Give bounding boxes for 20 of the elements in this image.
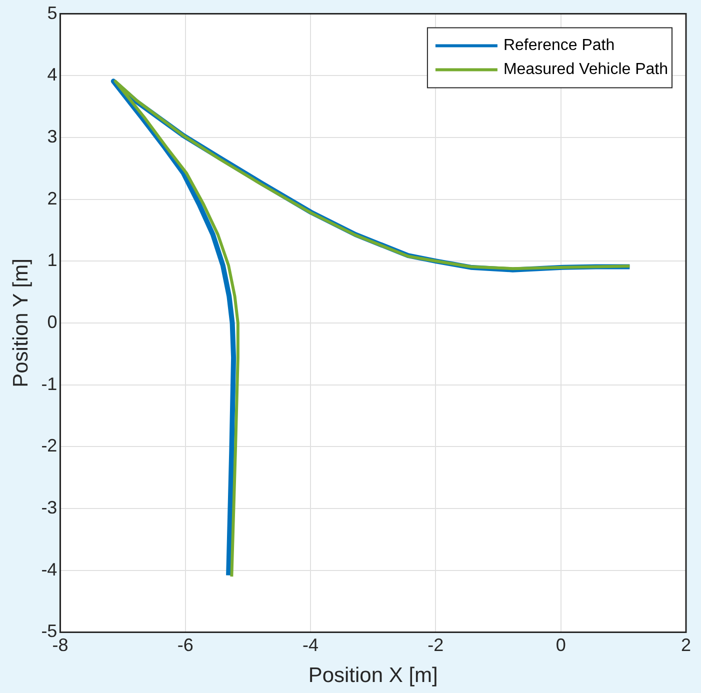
y-tick-label: 3 (47, 126, 58, 146)
x-axis-title: Position X [m] (308, 664, 438, 688)
y-tick-label: 5 (47, 2, 58, 23)
x-tick-label: -6 (177, 634, 194, 655)
y-tick-label: -4 (41, 559, 58, 580)
y-axis-title: Position Y [m] (9, 258, 32, 388)
x-tick-label: -4 (302, 634, 319, 655)
y-tick-label: 2 (47, 188, 58, 208)
y-tick-label: 4 (47, 64, 58, 85)
y-tick-label: -3 (41, 497, 58, 518)
x-tick-label: 2 (680, 634, 692, 655)
y-tick-label: 0 (47, 312, 58, 332)
legend-label: Measured Vehicle Path (503, 61, 668, 78)
y-tick-label: -1 (41, 374, 58, 394)
y-tick-label: -2 (41, 436, 58, 456)
x-tick-label: -2 (428, 634, 444, 655)
y-tick-label: 1 (47, 250, 58, 270)
x-tick-label: 0 (556, 634, 566, 655)
legend-label: Reference Path (503, 37, 615, 54)
y-tick-label: -5 (41, 621, 58, 642)
